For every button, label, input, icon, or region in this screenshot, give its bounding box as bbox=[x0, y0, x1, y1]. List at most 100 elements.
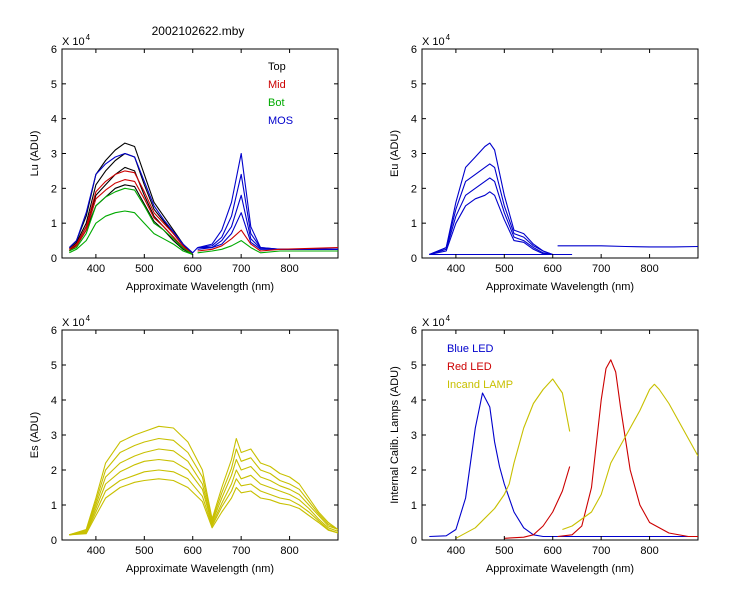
y-tick-label: 4 bbox=[411, 114, 417, 126]
y-tick-label: 1 bbox=[51, 500, 57, 512]
series-line-red-led-short- bbox=[504, 466, 571, 539]
x-tick-label: 600 bbox=[184, 545, 202, 557]
x-tick-label: 600 bbox=[184, 263, 202, 275]
plot-frame bbox=[421, 48, 699, 259]
y-tick-label: 5 bbox=[51, 79, 57, 91]
x-tick-label: 700 bbox=[232, 545, 250, 557]
series-line-es-2 bbox=[69, 437, 338, 536]
series-line-eu-4 bbox=[429, 191, 553, 256]
legend-entry-blue-led: Blue LED bbox=[447, 343, 494, 355]
x-tick-label: 400 bbox=[87, 263, 105, 275]
series-group bbox=[68, 142, 338, 256]
series-line-incand-lamp-long- bbox=[562, 383, 698, 531]
y-tick-label: 0 bbox=[51, 535, 57, 547]
series-line-mid-2 bbox=[68, 179, 194, 255]
series-line-es-4 bbox=[69, 458, 338, 536]
y-tick-label: 2 bbox=[51, 183, 57, 195]
x-axis-label: Approximate Wavelength (nm) bbox=[486, 281, 634, 293]
series-line-bot-1 bbox=[69, 210, 193, 256]
series-line-es-5 bbox=[69, 469, 338, 536]
x-axis-label: Approximate Wavelength (nm) bbox=[126, 281, 274, 293]
y-tick-label: 0 bbox=[411, 535, 417, 547]
legend-entry-mos: MOS bbox=[268, 115, 293, 127]
y-tick-label: 1 bbox=[411, 218, 417, 230]
y-tick-label: 6 bbox=[51, 325, 57, 337]
x-tick-label: 700 bbox=[232, 263, 250, 275]
y-tick-label: 0 bbox=[411, 253, 417, 265]
x-tick-label: 500 bbox=[135, 263, 153, 275]
legend-entry-bot: Bot bbox=[268, 97, 285, 109]
panel-eu: 400 500 600 700 800 0 1 2 3 4 5 6 X 104 Approximate W… bbox=[389, 33, 699, 293]
y-tick-label: 3 bbox=[411, 149, 417, 161]
y-tick-label: 2 bbox=[411, 465, 417, 477]
x-tick-label: 700 bbox=[592, 545, 610, 557]
series-group bbox=[429, 359, 698, 539]
series-line-eu-nir bbox=[557, 245, 698, 248]
x-tick-label: 700 bbox=[592, 263, 610, 275]
x-tick-label: 500 bbox=[135, 545, 153, 557]
panel-calib: 400 500 600 700 800 0 1 2 3 4 5 6 X 104 Approximate W… bbox=[389, 314, 699, 575]
y-axis-label: Es (ADU) bbox=[29, 412, 41, 458]
plot-frame bbox=[61, 48, 339, 259]
series-line-eu-2 bbox=[429, 163, 553, 256]
y-tick-label: 4 bbox=[411, 395, 417, 407]
y-tick-label: 3 bbox=[51, 149, 57, 161]
y-tick-label: 3 bbox=[411, 430, 417, 442]
y-tick-label: 4 bbox=[51, 395, 57, 407]
x-tick-label: 400 bbox=[87, 545, 105, 557]
series-line-mos-3 bbox=[197, 194, 338, 250]
x-tick-label: 600 bbox=[544, 263, 562, 275]
x-tick-label: 800 bbox=[640, 545, 658, 557]
y-tick-label: 6 bbox=[411, 325, 417, 337]
series-line-mos-2 bbox=[197, 173, 338, 250]
y-tick-label: 4 bbox=[51, 114, 57, 126]
series-line-mid-nir bbox=[197, 229, 338, 252]
x-tick-label: 800 bbox=[280, 545, 298, 557]
y-tick-label: 6 bbox=[411, 44, 417, 56]
y-exponent-label: X 104 bbox=[422, 33, 451, 48]
y-tick-label: 2 bbox=[411, 183, 417, 195]
legend-entry-red-led: Red LED bbox=[447, 361, 492, 373]
series-line-mos-1 bbox=[68, 152, 338, 254]
series-line-eu-3 bbox=[429, 177, 553, 256]
x-axis-label: Approximate Wavelength (nm) bbox=[126, 563, 274, 575]
y-tick-label: 0 bbox=[51, 253, 57, 265]
figure-title: 2002102622.mby bbox=[152, 24, 245, 38]
x-tick-label: 800 bbox=[640, 263, 658, 275]
legend-entry-mid: Mid bbox=[268, 79, 286, 91]
series-line-blue-led-short- bbox=[429, 392, 573, 538]
y-exponent-label: X 104 bbox=[62, 314, 91, 329]
y-axis-label: Lu (ADU) bbox=[29, 131, 41, 177]
x-tick-label: 600 bbox=[544, 545, 562, 557]
series-group bbox=[69, 425, 338, 536]
series-line-mid-1 bbox=[68, 170, 194, 255]
y-tick-label: 3 bbox=[51, 430, 57, 442]
series-line-top-1 bbox=[68, 142, 194, 255]
y-axis-label: Internal Calib. Lamps (ADU) bbox=[389, 366, 401, 504]
series-line-eu-1 bbox=[429, 142, 553, 256]
series-group bbox=[429, 142, 698, 256]
y-tick-label: 5 bbox=[51, 360, 57, 372]
series-line-mos-4 bbox=[197, 212, 338, 250]
x-tick-label: 500 bbox=[495, 263, 513, 275]
series-line-bot-nir bbox=[197, 240, 338, 254]
x-tick-label: 400 bbox=[447, 263, 465, 275]
x-tick-label: 800 bbox=[280, 263, 298, 275]
legend-entry-incand-lamp: Incand LAMP bbox=[447, 379, 513, 391]
y-tick-label: 1 bbox=[411, 500, 417, 512]
series-line-es-6 bbox=[69, 478, 338, 536]
y-exponent-label: X 104 bbox=[62, 33, 91, 48]
y-tick-label: 6 bbox=[51, 44, 57, 56]
y-exponent-label: X 104 bbox=[422, 314, 451, 329]
y-tick-label: 2 bbox=[51, 465, 57, 477]
series-line-es-1 bbox=[69, 425, 338, 536]
panel-es: 400 500 600 700 800 0 1 2 3 4 5 6 X 104 Approximate W… bbox=[29, 314, 339, 575]
series-line-red-led-long- bbox=[557, 359, 698, 538]
series-line-bot-2 bbox=[69, 187, 194, 255]
y-tick-label: 1 bbox=[51, 218, 57, 230]
x-tick-label: 400 bbox=[447, 545, 465, 557]
x-axis-label: Approximate Wavelength (nm) bbox=[486, 563, 634, 575]
panel-lu: 400 500 600 700 800 0 1 2 3 4 5 6 X 104 Approximate W… bbox=[29, 33, 339, 293]
